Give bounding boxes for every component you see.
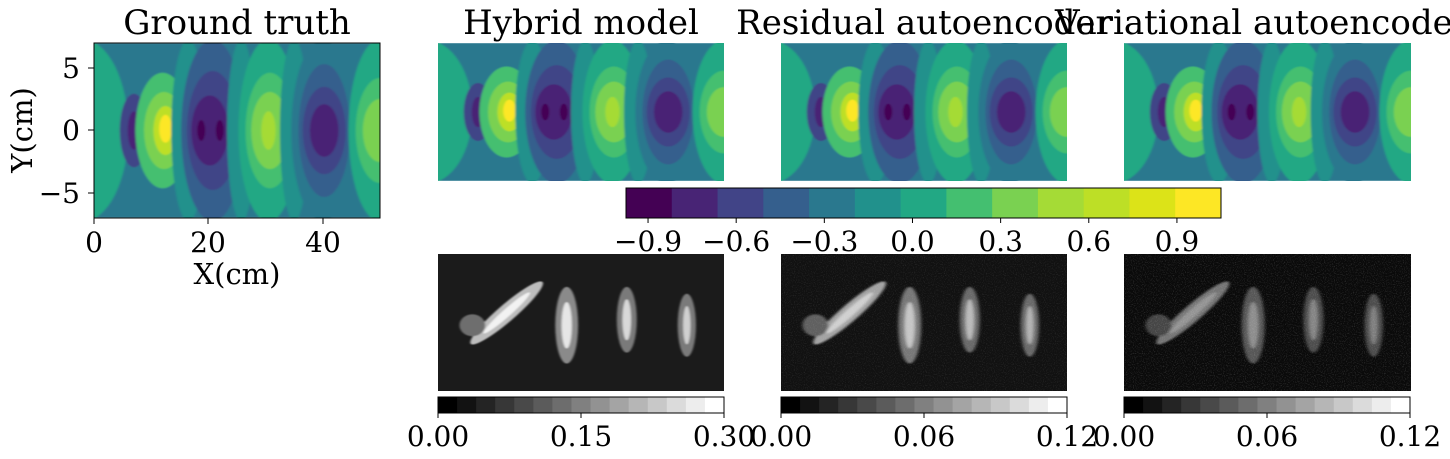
ytick-minus5: −5 [39, 177, 80, 210]
gray-level-7 [1257, 397, 1278, 413]
gray-level-8 [590, 397, 611, 413]
ytick-0: 0 [62, 114, 80, 147]
gray-level-4 [857, 397, 877, 413]
gray-level-14 [1390, 397, 1411, 413]
gray-level-12 [1009, 397, 1030, 413]
gray-level-5 [876, 397, 896, 413]
panel-variational-autoencoder [1124, 43, 1411, 181]
gray-level-9 [609, 397, 630, 413]
gray-level-13 [1028, 397, 1049, 413]
xtick-40: 40 [305, 226, 341, 259]
gray-level-5 [533, 397, 553, 413]
gray-level-11 [1333, 397, 1354, 413]
colorbar-error-residual: 0.00 0.06 0.12 [750, 396, 1098, 453]
title-hybrid-model: Hybrid model [463, 3, 699, 43]
gray-level-6 [895, 397, 915, 413]
colorbar-level-8 [992, 188, 1039, 218]
gray-level-13 [1371, 397, 1392, 413]
colorbar-tick-label-0: −0.9 [614, 225, 682, 258]
gray-level-0 [438, 397, 458, 413]
gray-level-13 [685, 397, 706, 413]
colorbar-level-6 [900, 188, 947, 218]
panel-residual-autoencoder [781, 43, 1067, 181]
ytick-5: 5 [62, 52, 80, 85]
gray-level-10 [628, 397, 649, 413]
gray-level-6 [1238, 397, 1258, 413]
colorbar-level-5 [854, 188, 902, 218]
gray-level-3 [838, 397, 858, 413]
colorbar-level-11 [1129, 188, 1176, 218]
colorbar-frame [625, 187, 1222, 219]
gray-level-3 [1181, 397, 1201, 413]
colorbar-tick-label-4: 0.3 [978, 225, 1023, 258]
gray-level-1 [1143, 397, 1163, 413]
gray-level-12 [1352, 397, 1373, 413]
gray-tick-label-0: 0.00 [750, 420, 812, 453]
gray-level-2 [476, 397, 496, 413]
gray-level-1 [457, 397, 477, 413]
y-axis-label: Y(cm) [5, 87, 39, 174]
gray-level-7 [914, 397, 935, 413]
gray-level-0 [1124, 397, 1144, 413]
colorbar-error-variational: 0.00 0.06 0.12 [1093, 396, 1441, 453]
gray-tick-label-2: 0.12 [1379, 420, 1441, 453]
colorbar-level-10 [1083, 188, 1130, 218]
gray-level-11 [990, 397, 1011, 413]
gray-level-2 [819, 397, 839, 413]
xtick-20: 20 [190, 226, 226, 259]
colorbar-tick-label-3: 0.0 [890, 225, 935, 258]
gray-level-8 [933, 397, 954, 413]
gray-level-9 [952, 397, 973, 413]
colorbar-tick-label-6: 0.9 [1155, 225, 1200, 258]
gray-level-9 [1295, 397, 1316, 413]
gray-level-4 [514, 397, 534, 413]
gray-tick-label-1: 0.06 [1236, 420, 1298, 453]
gray-level-14 [704, 397, 725, 413]
gray-level-10 [971, 397, 992, 413]
gray-level-7 [571, 397, 592, 413]
gray-level-14 [1047, 397, 1068, 413]
title-variational-autoencoder: Variational autoencoder [1054, 3, 1450, 43]
colorbar-level-1 [671, 188, 719, 218]
xtick-0: 0 [85, 226, 103, 259]
title-residual-autoencoder: Residual autoencoder [736, 3, 1112, 43]
title-ground-truth: Ground truth [123, 3, 351, 43]
colorbar-error-hybrid: 0.00 0.15 0.30 [407, 396, 755, 453]
gray-level-11 [647, 397, 668, 413]
gray-level-2 [1162, 397, 1182, 413]
gray-level-3 [495, 397, 515, 413]
colorbar-level-3 [763, 188, 810, 218]
panel-error-residual [781, 254, 1067, 391]
colorbar-level-0 [626, 188, 673, 218]
panel-error-variational [1124, 254, 1411, 391]
gray-tick-label-0: 0.00 [407, 420, 469, 453]
colorbar-level-2 [717, 188, 764, 218]
colorbar-level-9 [1037, 188, 1085, 218]
colorbar-level-12 [1175, 188, 1222, 218]
x-axis-label: X(cm) [193, 257, 280, 291]
gray-level-10 [1314, 397, 1335, 413]
gray-level-1 [800, 397, 820, 413]
gray-tick-label-2: 0.12 [1036, 420, 1098, 453]
gray-level-4 [1200, 397, 1220, 413]
colorbar-tick-label-2: −0.3 [790, 225, 858, 258]
gray-level-5 [1219, 397, 1239, 413]
panel-hybrid-model [438, 43, 724, 181]
gray-level-6 [552, 397, 572, 413]
gray-level-12 [666, 397, 687, 413]
colorbar-main: −0.9 −0.6 −0.3 0.0 0.3 0.6 0.9 [614, 187, 1222, 258]
panel-error-hybrid [438, 254, 724, 391]
colorbar-tick-label-1: −0.6 [702, 225, 770, 258]
colorbar-tick-label-5: 0.6 [1067, 225, 1112, 258]
colorbar-level-4 [809, 188, 856, 218]
gray-tick-label-0: 0.00 [1093, 420, 1155, 453]
colorbar-level-7 [946, 188, 993, 218]
gray-level-8 [1276, 397, 1297, 413]
gray-tick-label-1: 0.06 [893, 420, 955, 453]
gray-tick-label-2: 0.30 [693, 420, 755, 453]
gray-level-0 [781, 397, 801, 413]
gray-tick-label-1: 0.15 [550, 420, 612, 453]
